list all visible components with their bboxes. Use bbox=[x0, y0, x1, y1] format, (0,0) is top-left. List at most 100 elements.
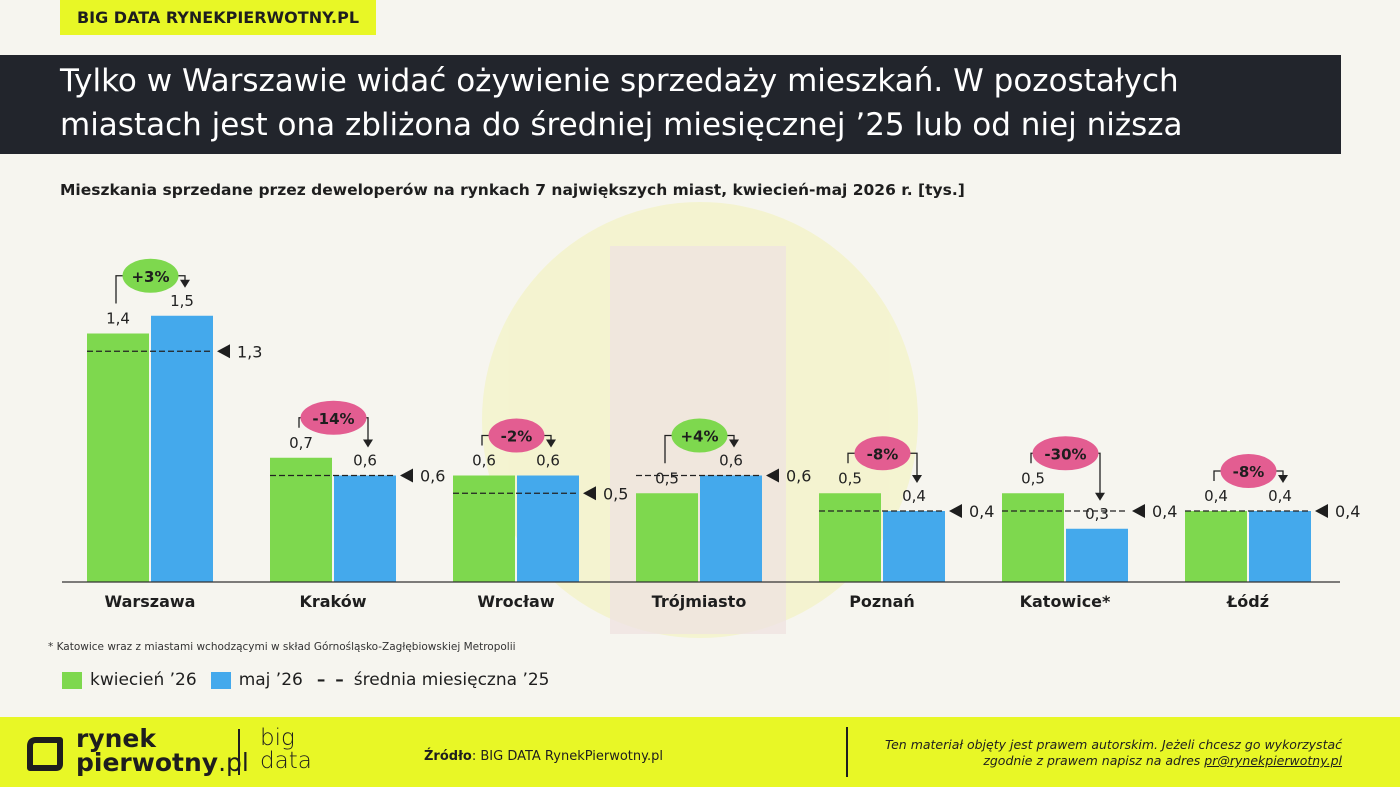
average-marker-icon bbox=[1315, 504, 1328, 518]
change-arrow-icon bbox=[363, 439, 373, 448]
legend: kwiecień ’26 maj ’26 – – średnia miesięc… bbox=[62, 668, 563, 692]
value-label-may: 0,3 bbox=[1085, 505, 1109, 523]
change-arrow-icon bbox=[1095, 492, 1105, 501]
bar-april bbox=[87, 333, 149, 582]
value-label-may: 0,6 bbox=[719, 452, 743, 470]
bar-april bbox=[270, 457, 332, 582]
category-label: Warszawa bbox=[105, 592, 196, 611]
big-data-line-2: data bbox=[260, 748, 312, 774]
bar-may bbox=[1249, 511, 1311, 582]
brand-tag: BIG DATA RYNEKPIERWOTNY.PL bbox=[60, 0, 376, 35]
title-banner: Tylko w Warszawie widać ożywienie sprzed… bbox=[0, 55, 1341, 154]
big-data-mark: big data bbox=[260, 727, 312, 773]
average-label: 0,5 bbox=[603, 484, 628, 503]
average-marker-icon bbox=[400, 468, 413, 483]
average-marker-icon bbox=[583, 486, 596, 501]
change-arrow-icon bbox=[1278, 475, 1288, 483]
legend-label-april: kwiecień ’26 bbox=[90, 670, 197, 690]
change-badge bbox=[854, 436, 911, 471]
bar-april bbox=[1002, 493, 1064, 582]
change-badge bbox=[122, 258, 179, 293]
legend-item-april: kwiecień ’26 bbox=[62, 670, 197, 690]
value-label-may: 1,5 bbox=[170, 292, 194, 310]
value-label-may: 0,4 bbox=[902, 487, 926, 505]
legend-item-average: – – średnia miesięczna ’25 bbox=[317, 670, 550, 690]
copyright-email-link[interactable]: pr@rynekpierwotny.pl bbox=[1204, 753, 1342, 768]
legend-swatch-april bbox=[62, 671, 82, 689]
page-title-line-2: miastach jest ona zbliżona do średniej m… bbox=[60, 107, 1183, 143]
bar-may bbox=[517, 475, 579, 582]
value-label-may: 0,6 bbox=[353, 452, 377, 470]
bar-april bbox=[1185, 511, 1247, 582]
logo-line-1: rynek bbox=[76, 724, 157, 753]
logo-line-2: pierwotny.pl bbox=[76, 748, 249, 777]
category-label: Poznań bbox=[849, 592, 915, 611]
average-marker-icon bbox=[217, 344, 230, 359]
category-label: Kraków bbox=[299, 592, 366, 611]
category-label: Łódź bbox=[1226, 592, 1269, 611]
bar-april bbox=[453, 475, 515, 582]
bar-april bbox=[819, 493, 881, 582]
footer-divider-1 bbox=[238, 729, 240, 775]
average-marker-icon bbox=[949, 504, 962, 518]
legend-label-may: maj ’26 bbox=[238, 670, 303, 690]
footer: rynek pierwotny.pl big data Źródło: BIG … bbox=[0, 717, 1400, 787]
value-label-april: 0,7 bbox=[289, 434, 313, 452]
bar-may bbox=[1066, 528, 1128, 582]
average-label: 0,6 bbox=[786, 467, 811, 486]
change-badge bbox=[1220, 454, 1277, 488]
copyright-line-2-text: zgodnie z prawem napisz na adres bbox=[983, 753, 1205, 768]
logo-suffix: .pl bbox=[218, 748, 249, 777]
change-badge-label: -8% bbox=[1233, 463, 1265, 481]
change-arrow-icon bbox=[546, 439, 556, 448]
change-arrow-icon bbox=[912, 475, 922, 483]
value-label-april: 0,5 bbox=[1021, 469, 1045, 487]
average-label: 0,4 bbox=[969, 502, 994, 521]
change-badge bbox=[671, 418, 728, 453]
bar-may bbox=[700, 475, 762, 582]
source-value: : BIG DATA RynekPierwotny.pl bbox=[471, 749, 663, 764]
logo-icon bbox=[27, 737, 63, 771]
legend-dash-symbol: – – bbox=[316, 670, 346, 690]
copyright-note: Ten materiał objęty jest prawem autorski… bbox=[862, 737, 1342, 769]
change-badge-label: -8% bbox=[867, 445, 899, 463]
logo-text: rynek pierwotny.pl bbox=[76, 724, 249, 777]
page-title-line-1: Tylko w Warszawie widać ożywienie sprzed… bbox=[60, 63, 1179, 99]
category-label: Trójmiasto bbox=[652, 592, 747, 611]
change-badge bbox=[1032, 436, 1099, 471]
change-arrow-icon bbox=[180, 279, 190, 288]
average-label: 0,4 bbox=[1152, 502, 1177, 521]
average-marker-icon bbox=[766, 468, 779, 483]
average-label: 1,3 bbox=[237, 342, 262, 361]
value-label-april: 0,6 bbox=[472, 452, 496, 470]
change-arrow-icon bbox=[729, 439, 739, 448]
value-label-april: 0,5 bbox=[838, 469, 862, 487]
legend-swatch-may bbox=[210, 671, 231, 689]
bar-april bbox=[636, 493, 698, 582]
legend-item-may: maj ’26 bbox=[210, 670, 303, 690]
footnote: * Katowice wraz z miastami wchodzącymi w… bbox=[48, 641, 516, 653]
legend-label-average: średnia miesięczna ’25 bbox=[353, 670, 550, 690]
logo-name: pierwotny bbox=[76, 748, 219, 777]
copyright-line-2: zgodnie z prawem napisz na adres pr@ryne… bbox=[862, 753, 1342, 769]
bar-may bbox=[883, 511, 945, 582]
change-badge-label: -14% bbox=[312, 410, 354, 428]
footer-divider-2 bbox=[846, 727, 848, 777]
bar-may bbox=[334, 475, 396, 582]
source-label: Źródło bbox=[424, 749, 472, 764]
copyright-line-1: Ten materiał objęty jest prawem autorski… bbox=[885, 737, 1342, 752]
change-badge bbox=[488, 418, 545, 453]
average-marker-icon bbox=[1132, 504, 1145, 518]
chart-subtitle: Mieszkania sprzedane przez deweloperów n… bbox=[60, 181, 965, 199]
average-label: 0,6 bbox=[420, 467, 445, 486]
average-label: 0,4 bbox=[1335, 502, 1360, 521]
value-label-april: 0,4 bbox=[1204, 487, 1228, 505]
value-label-may: 0,6 bbox=[536, 452, 560, 470]
bar-may bbox=[151, 315, 213, 582]
category-label: Wrocław bbox=[477, 592, 554, 611]
change-badge-label: -30% bbox=[1044, 445, 1086, 463]
value-label-april: 1,4 bbox=[106, 310, 130, 328]
change-badge bbox=[300, 400, 367, 435]
source-note: Źródło: BIG DATA RynekPierwotny.pl bbox=[424, 749, 663, 764]
change-badge-label: +4% bbox=[680, 428, 718, 446]
